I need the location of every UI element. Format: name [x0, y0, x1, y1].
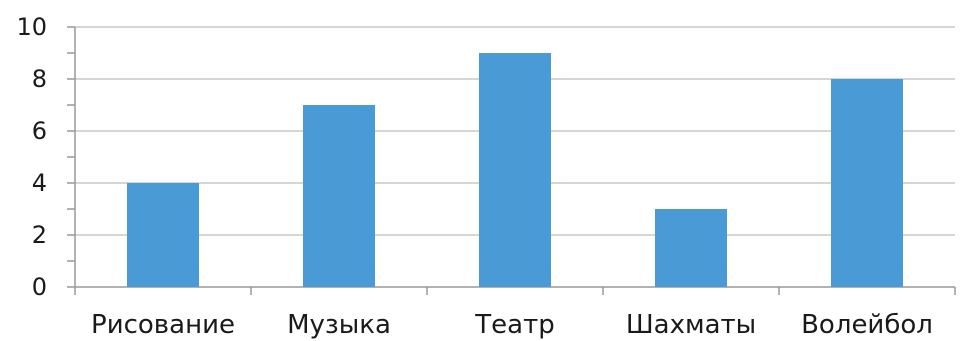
y-tick-label-0: 0 — [32, 273, 47, 301]
y-tick-label-10: 10 — [16, 13, 47, 41]
bar-4 — [655, 209, 727, 287]
y-tick-label-8: 8 — [32, 65, 47, 93]
minor-ticks — [67, 26, 75, 288]
y-tick-label-6: 6 — [32, 117, 47, 145]
x-category-label-1: Рисование — [91, 310, 235, 340]
bar-2 — [303, 105, 375, 287]
y-tick-label-2: 2 — [32, 221, 47, 249]
bar-3 — [479, 53, 551, 287]
y-tick-labels: 0 2 4 6 8 10 — [16, 13, 47, 301]
x-category-label-2: Музыка — [287, 310, 391, 340]
x-category-label-4: Шахматы — [626, 310, 756, 340]
x-category-labels: Рисование Музыка Театр Шахматы Волейбол — [91, 310, 933, 340]
bars — [127, 53, 903, 287]
x-category-label-3: Театр — [474, 310, 554, 340]
bar-5 — [831, 79, 903, 287]
x-category-label-5: Волейбол — [801, 310, 933, 340]
bar-1 — [127, 183, 199, 287]
y-tick-label-4: 4 — [32, 169, 47, 197]
